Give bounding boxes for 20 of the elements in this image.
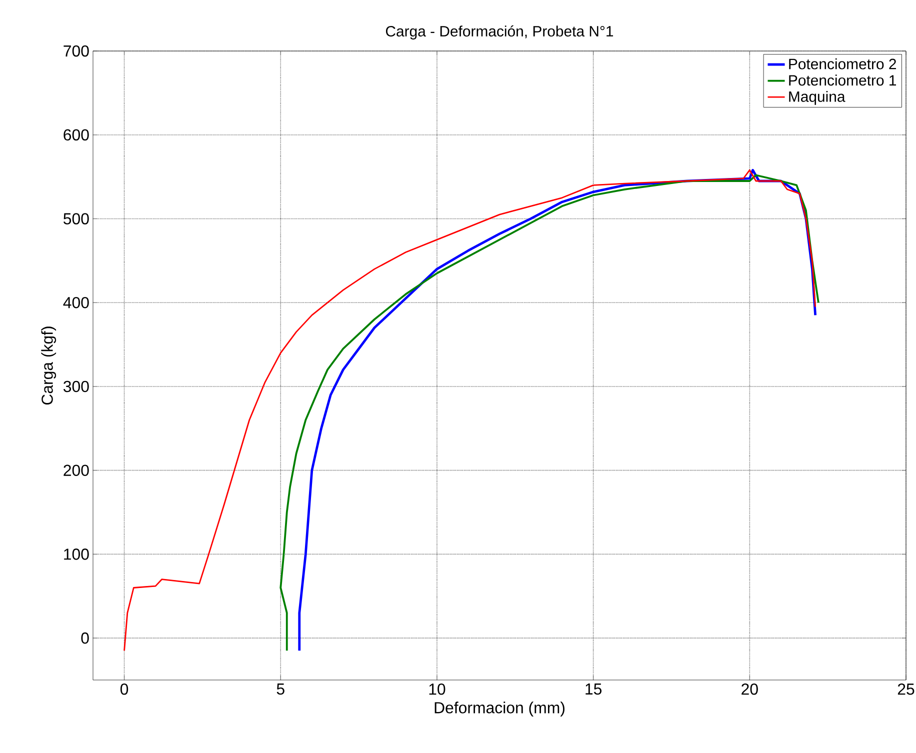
y-tick-label: 600 (64, 129, 89, 141)
x-tick-label: 15 (586, 684, 602, 695)
x-tick-label: 0 (120, 684, 128, 695)
y-tick-label: 500 (64, 213, 89, 224)
y-axis-title: Carga (kgf) (41, 326, 56, 405)
y-tick-label: 200 (64, 464, 89, 476)
chart-title: Carga - Deformación, Probeta N°1 (386, 25, 614, 40)
x-tick-label: 5 (276, 684, 284, 695)
x-tick-label: 25 (898, 684, 914, 695)
legend-label: Potenciometro 1 (789, 74, 896, 86)
y-tick-label: 300 (63, 380, 89, 392)
y-tick-label: 100 (64, 548, 89, 560)
y-tick-label: 0 (81, 632, 89, 644)
x-tick-label: 20 (742, 684, 758, 695)
x-tick-label: 10 (429, 684, 446, 695)
legend-label: Maquina (789, 90, 846, 105)
y-tick-label: 400 (63, 296, 89, 308)
legend-label: Potenciometro 2 (789, 58, 896, 70)
y-tick-label: 700 (64, 45, 89, 57)
x-axis-title: Deformacion (mm) (434, 702, 564, 716)
